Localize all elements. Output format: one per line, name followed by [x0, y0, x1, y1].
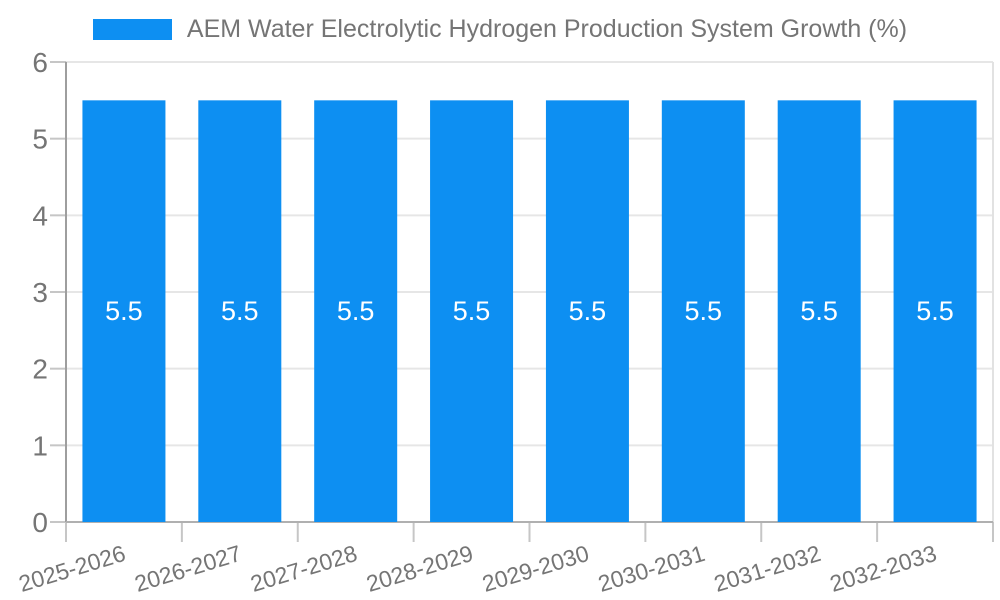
bar[interactable] — [545, 100, 629, 522]
x-axis-label: 2030-2031 — [595, 540, 708, 597]
bar[interactable] — [198, 100, 282, 522]
x-axis-label: 2028-2029 — [363, 540, 476, 597]
bar-value-label: 5.5 — [453, 296, 491, 326]
bar-value-label: 5.5 — [569, 296, 607, 326]
bar[interactable] — [430, 100, 514, 522]
x-axis-label: 2025-2026 — [16, 540, 129, 597]
legend-swatch — [92, 18, 172, 40]
legend-label: AEM Water Electrolytic Hydrogen Producti… — [186, 14, 908, 43]
x-axis-label: 2027-2028 — [247, 540, 360, 597]
y-tick-label: 5 — [32, 124, 48, 155]
y-tick-label: 1 — [32, 430, 48, 461]
bar[interactable] — [777, 100, 861, 522]
bar[interactable] — [314, 100, 398, 522]
legend: AEM Water Electrolytic Hydrogen Producti… — [0, 0, 1000, 58]
bar[interactable] — [82, 100, 166, 522]
y-tick-label: 4 — [32, 200, 48, 231]
x-axis-label: 2032-2033 — [827, 540, 940, 597]
x-axis-label: 2029-2030 — [479, 540, 592, 597]
x-axis-label: 2026-2027 — [131, 540, 244, 597]
bar-value-label: 5.5 — [916, 296, 954, 326]
bar-value-label: 5.5 — [105, 296, 143, 326]
bar[interactable] — [661, 100, 745, 522]
y-tick-label: 2 — [32, 354, 48, 385]
x-axis-label: 2031-2032 — [711, 540, 824, 597]
y-tick-label: 0 — [32, 507, 48, 538]
legend-item[interactable]: AEM Water Electrolytic Hydrogen Producti… — [92, 14, 908, 44]
bar-value-label: 5.5 — [221, 296, 259, 326]
y-tick-label: 6 — [32, 47, 48, 78]
bar-value-label: 5.5 — [800, 296, 838, 326]
y-tick-label: 3 — [32, 277, 48, 308]
bar-value-label: 5.5 — [685, 296, 723, 326]
bar-value-label: 5.5 — [337, 296, 375, 326]
bar[interactable] — [893, 100, 977, 522]
